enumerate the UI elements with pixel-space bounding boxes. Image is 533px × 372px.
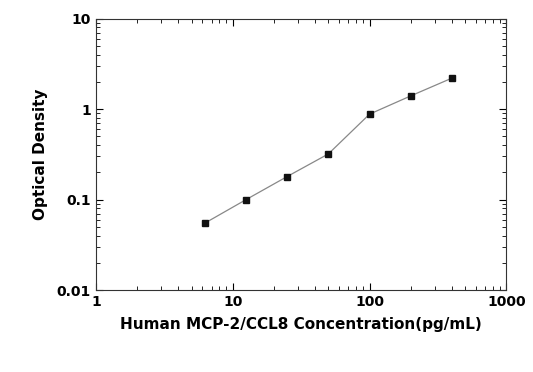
X-axis label: Human MCP-2/CCL8 Concentration(pg/mL): Human MCP-2/CCL8 Concentration(pg/mL): [120, 317, 482, 332]
Y-axis label: Optical Density: Optical Density: [34, 89, 49, 220]
